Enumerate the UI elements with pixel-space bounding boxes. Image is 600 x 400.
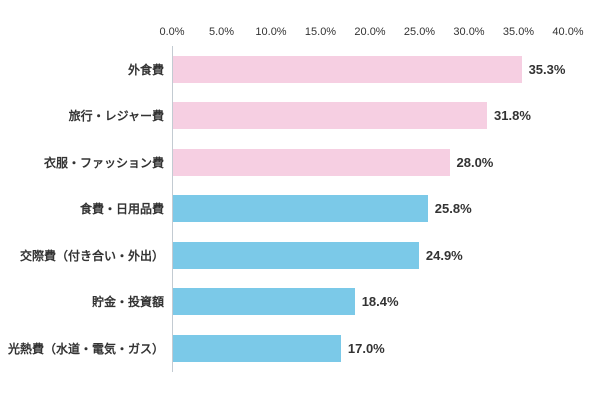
- value-label: 28.0%: [456, 154, 494, 170]
- x-axis-tick: 20.0%: [354, 26, 386, 38]
- bar-row: 25.8%: [173, 186, 568, 233]
- bar: [173, 334, 341, 362]
- bar-row: 17.0%: [173, 325, 568, 372]
- x-axis-tick: 40.0%: [552, 26, 584, 38]
- category-label: 旅行・レジャー費: [68, 109, 164, 124]
- category-label: 外食費: [127, 62, 164, 77]
- bar: [173, 241, 419, 269]
- bar-row: 31.8%: [173, 93, 568, 140]
- category-label: 交際費（付き合い・外出）: [19, 248, 164, 263]
- plot-area: 35.3% 31.8% 28.0% 25.8% 24.9% 18.4% 17.0%: [172, 46, 568, 372]
- bar-row: 35.3%: [173, 46, 568, 93]
- value-label: 35.3%: [528, 61, 566, 77]
- value-label: 24.9%: [425, 247, 463, 263]
- x-axis-tick: 15.0%: [304, 26, 337, 38]
- bar: [173, 55, 522, 83]
- x-axis: 0.0% 5.0% 10.0% 15.0% 20.0% 25.0% 30.0% 35.0% 40…: [159, 26, 583, 40]
- bar: [173, 288, 355, 316]
- category-label: 衣服・ファッション費: [43, 155, 164, 170]
- bar-row: 24.9%: [173, 232, 568, 279]
- x-axis-tick: 5.0%: [208, 26, 235, 38]
- category-label: 食費・日用品費: [79, 202, 164, 217]
- value-label: 17.0%: [347, 340, 385, 356]
- bar: [173, 148, 450, 176]
- bar-row: 28.0%: [173, 139, 568, 186]
- x-axis-tick: 0.0%: [159, 26, 185, 38]
- x-axis-tick: 25.0%: [403, 26, 436, 38]
- bar-row: 18.4%: [173, 279, 568, 326]
- category-axis: 外食費旅行・レジャー費衣服・ファッション費食費・日用品費交際費（付き合い・外出）…: [0, 46, 164, 372]
- category-label: 光熱費（水道・電気・ガス）: [7, 341, 164, 356]
- value-label: 31.8%: [494, 108, 531, 124]
- category-label: 貯金・投資額: [91, 295, 164, 310]
- value-label: 18.4%: [361, 294, 399, 310]
- bar: [173, 195, 428, 223]
- x-axis-tick: 10.0%: [255, 26, 287, 38]
- bar: [173, 102, 488, 130]
- value-label: 25.8%: [434, 201, 472, 217]
- x-axis-tick: 30.0%: [453, 26, 485, 38]
- x-axis-tick: 35.0%: [502, 26, 535, 38]
